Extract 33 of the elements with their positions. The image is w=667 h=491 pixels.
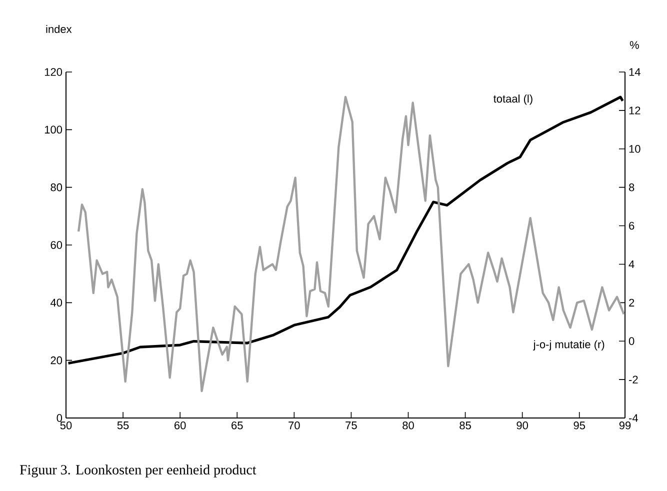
- y-tick-label: 20: [50, 356, 62, 364]
- series-label: j-o-j mutatie (r): [533, 340, 604, 350]
- y-axis-title: index: [46, 24, 72, 34]
- y2-tick-label: 12: [629, 106, 640, 114]
- text: totaal (l): [494, 94, 532, 105]
- y2-tick-label: 6: [629, 222, 634, 230]
- x-tick-label: 60: [174, 422, 186, 430]
- x-tick-label: 55: [117, 422, 129, 430]
- y2-tick-label: 10: [629, 144, 640, 153]
- x-tick-label: 90: [516, 422, 528, 430]
- x-tick-label: 65: [232, 422, 243, 430]
- x-tick-label: 99: [619, 422, 631, 430]
- y2-tick-label: 0: [628, 337, 634, 346]
- x-tick-label: 85: [460, 422, 471, 430]
- y-tick-label: 0: [56, 414, 62, 422]
- x-tick-label: 70: [288, 422, 300, 430]
- x-tick-label: 50: [60, 422, 72, 430]
- y2-tick-label: 14: [629, 68, 640, 76]
- y2-tick-label: 2: [629, 298, 634, 307]
- y-tick-label: 120: [44, 68, 62, 76]
- x-tick-label: 75: [346, 422, 357, 430]
- y2-axis-title: %: [630, 41, 639, 49]
- y-tick-label: 40: [50, 298, 62, 307]
- y2-tick-label: -2: [629, 376, 638, 384]
- y2-tick-label: 4: [628, 260, 634, 268]
- y2-tick-label: 8: [629, 183, 634, 192]
- y2-tick-label: -4: [629, 414, 638, 422]
- x-tick-label: 80: [402, 422, 414, 430]
- x-tick-label: 95: [574, 422, 586, 430]
- text: Figuur 3. Loonkosten per eenheid product: [20, 464, 256, 478]
- y-tick-label: 100: [44, 126, 62, 134]
- y-tick-label: 80: [50, 183, 62, 192]
- y-tick-label: 60: [50, 241, 62, 249]
